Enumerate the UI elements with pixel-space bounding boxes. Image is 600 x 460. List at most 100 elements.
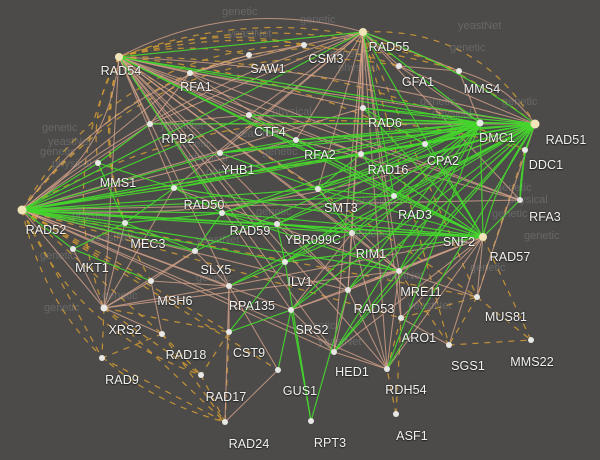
node-xrs2[interactable]	[100, 304, 108, 312]
node-mms4[interactable]	[456, 68, 462, 74]
node-mms22[interactable]	[528, 337, 534, 343]
node-rim1[interactable]	[349, 230, 355, 236]
node-ctf4[interactable]	[246, 112, 252, 118]
edge-physical	[333, 236, 484, 353]
node-rad54[interactable]	[115, 53, 123, 61]
node-rad18[interactable]	[159, 331, 165, 337]
edge-physical	[351, 232, 400, 272]
node-gfa1[interactable]	[396, 63, 402, 69]
edge-yeastNet	[395, 317, 402, 415]
node-rdh54[interactable]	[384, 366, 390, 372]
edge-genetic	[333, 122, 481, 353]
node-csm3[interactable]	[301, 42, 307, 48]
edge-physical	[103, 56, 120, 309]
edge-genetic	[221, 122, 481, 214]
edge-genetic	[276, 223, 286, 263]
edge-genetic	[248, 114, 481, 124]
edge-physical	[398, 270, 402, 319]
node-aro1[interactable]	[398, 315, 404, 321]
edge-genetic	[393, 195, 484, 238]
edge-genetic	[21, 209, 74, 250]
edge-physical	[362, 31, 460, 72]
edge-yeastNet	[476, 296, 532, 341]
edge-physical	[118, 56, 286, 263]
node-rad9[interactable]	[99, 355, 105, 361]
node-cpa2[interactable]	[422, 141, 428, 147]
node-ilv1[interactable]	[282, 259, 288, 265]
edge-yeastNet	[398, 270, 450, 346]
edge-genetic	[21, 209, 286, 263]
node-ddc1[interactable]	[522, 147, 528, 153]
node-saw1[interactable]	[246, 52, 252, 58]
node-snf2[interactable]	[479, 233, 487, 241]
edge-genetic	[97, 162, 175, 189]
edge-genetic	[317, 122, 481, 190]
edge-genetic	[149, 122, 481, 125]
node-rad59[interactable]	[219, 210, 225, 216]
edge-genetic	[221, 212, 484, 238]
node-rad6[interactable]	[360, 105, 366, 111]
node-rad17[interactable]	[198, 372, 204, 378]
edge-yeastNet	[161, 333, 202, 376]
node-rfa1[interactable]	[187, 70, 193, 76]
edge-genetic	[194, 212, 223, 252]
edge-genetic	[290, 122, 481, 311]
node-srs2[interactable]	[288, 307, 294, 313]
edge-physical	[149, 72, 191, 125]
node-asf1[interactable]	[393, 411, 399, 417]
edge-genetic	[173, 187, 223, 214]
node-mus81[interactable]	[474, 294, 480, 300]
edge-genetic	[228, 261, 286, 287]
node-rfa3[interactable]	[517, 197, 523, 203]
edge-genetic	[479, 122, 484, 238]
edge-genetic	[519, 149, 526, 201]
node-rad51[interactable]	[530, 119, 540, 129]
node-rad16[interactable]	[358, 151, 364, 157]
edge-genetic	[360, 122, 481, 155]
node-rad24[interactable]	[222, 419, 228, 425]
node-smt3[interactable]	[315, 186, 321, 192]
node-layer	[17, 28, 540, 425]
node-dmc1[interactable]	[476, 119, 484, 127]
node-msh6[interactable]	[148, 278, 154, 284]
node-mkt1[interactable]	[70, 246, 76, 252]
edge-genetic	[310, 289, 349, 422]
edge-genetic	[219, 152, 319, 190]
node-mre11[interactable]	[396, 268, 402, 274]
node-ybr099c[interactable]	[274, 221, 280, 227]
node-yhb1[interactable]	[217, 150, 223, 156]
edge-genetic	[124, 212, 223, 224]
node-mms1[interactable]	[95, 160, 101, 166]
edge-physical	[118, 56, 364, 109]
node-hed1[interactable]	[331, 349, 337, 355]
node-rad50[interactable]	[171, 185, 177, 191]
edge-genetic	[219, 122, 481, 154]
edge-yeastNet	[103, 307, 230, 333]
node-cst9[interactable]	[226, 329, 232, 335]
node-rad53[interactable]	[345, 287, 351, 293]
edge-genetic	[284, 122, 481, 263]
edge-genetic	[21, 195, 395, 211]
edge-genetic	[351, 122, 481, 234]
edge-genetic	[124, 222, 196, 252]
node-gus1[interactable]	[275, 367, 281, 373]
node-rpa135[interactable]	[226, 283, 232, 289]
edge-genetic	[284, 232, 353, 263]
node-rad52[interactable]	[17, 205, 27, 215]
node-slx5[interactable]	[192, 248, 198, 254]
node-rpb2[interactable]	[147, 121, 153, 127]
node-mec3[interactable]	[122, 220, 128, 226]
edge-genetic	[360, 143, 426, 155]
edge-yeastNet	[21, 209, 163, 335]
edge-yeastNet	[103, 307, 202, 376]
node-rad55[interactable]	[359, 28, 367, 36]
edge-physical	[21, 72, 191, 211]
node-rad3[interactable]	[391, 193, 397, 199]
node-rpt3[interactable]	[308, 418, 314, 424]
edge-genetic	[21, 209, 223, 214]
edge-yeastNet	[21, 209, 103, 359]
node-rfa2[interactable]	[293, 137, 299, 143]
node-sgs1[interactable]	[446, 342, 452, 348]
